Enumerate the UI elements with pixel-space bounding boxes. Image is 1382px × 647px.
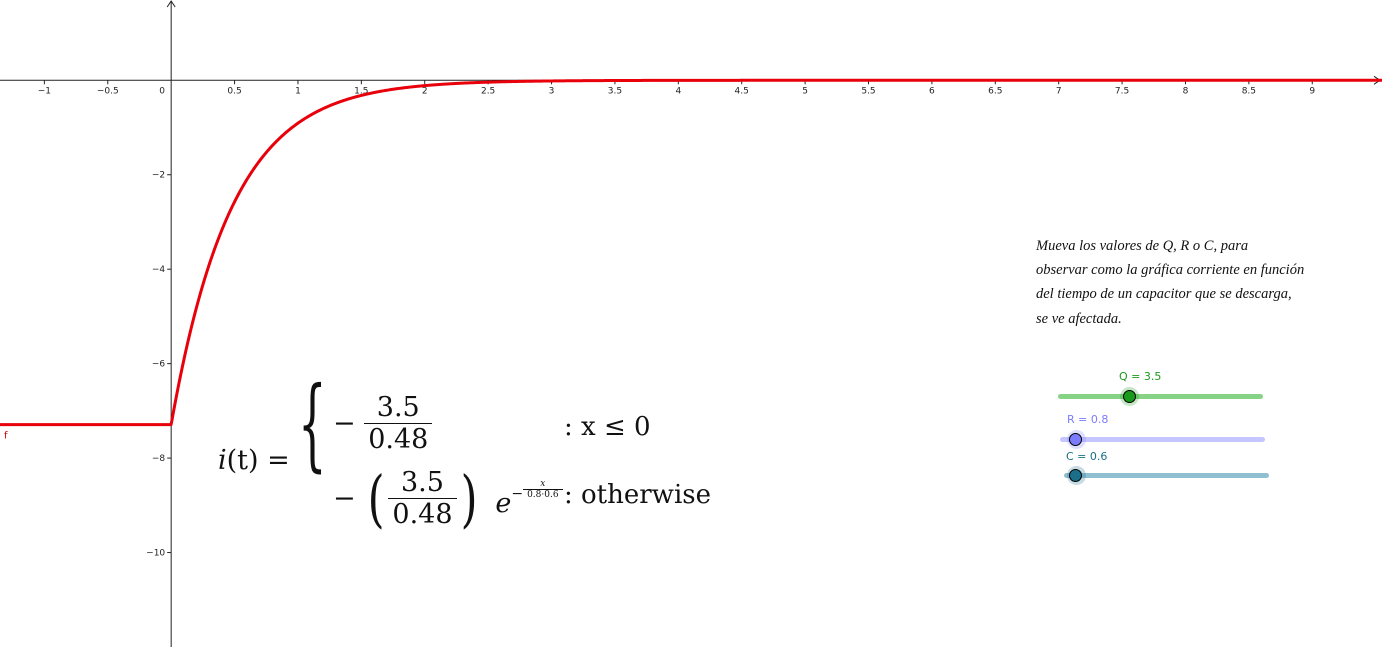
- exponent-numerator: x: [540, 478, 546, 489]
- x-tick-label: 5.5: [861, 86, 875, 96]
- x-tick-label: 4.5: [735, 86, 749, 96]
- case2-denominator: 0.48: [388, 498, 457, 530]
- x-tick-label: 7.5: [1115, 86, 1129, 96]
- y-tick-label: −2: [152, 171, 165, 181]
- case-1-condition: : x ≤ 0: [564, 412, 651, 442]
- slider-c[interactable]: C = 0.6: [1064, 450, 1269, 485]
- left-brace: {: [298, 365, 327, 482]
- slider-c-knob[interactable]: [1069, 468, 1083, 482]
- x-tick-label: 2.5: [481, 86, 495, 96]
- exponent-denominator: 0.8·0.6: [523, 488, 563, 500]
- x-tick-label: 6: [929, 86, 935, 96]
- function-label-f[interactable]: f: [4, 431, 8, 442]
- slider-c-label: C = 0.6: [1066, 450, 1108, 463]
- slider-r-track[interactable]: [1060, 437, 1265, 442]
- instruction-line: del tiempo de un capacitor que se descar…: [1036, 286, 1292, 303]
- case-1-expression: − 3.5 0.48: [333, 392, 433, 455]
- x-tick-label: 1: [295, 86, 301, 96]
- x-tick-label: −1: [38, 86, 51, 96]
- x-tick-label: 2: [422, 86, 428, 96]
- x-tick-label: 0.5: [227, 86, 241, 96]
- x-tick-label: 3.5: [608, 86, 622, 96]
- x-tick-label: −0.5: [97, 86, 119, 96]
- slider-q-knob[interactable]: [1122, 389, 1136, 403]
- formula-lhs: i(t) =: [218, 445, 290, 476]
- slider-q-label: Q = 3.5: [1119, 370, 1162, 383]
- curve-f: [0, 78, 1382, 427]
- x-tick-label: 5: [802, 86, 808, 96]
- y-tick-label: −4: [152, 265, 166, 275]
- slider-c-track[interactable]: [1064, 473, 1269, 478]
- case2-numerator: 3.5: [401, 467, 444, 498]
- x-tick-label: 9: [1309, 86, 1315, 96]
- x-tick-label: 3: [549, 86, 555, 96]
- instruction-line: observar como la gráfica corriente en fu…: [1036, 262, 1305, 279]
- instruction-line: se ve afectada.: [1036, 310, 1122, 327]
- x-tick-label: 4: [675, 86, 681, 96]
- slider-r[interactable]: R = 0.8: [1060, 413, 1265, 449]
- instruction-line: Mueva los valores de Q, R o C, para: [1036, 238, 1249, 254]
- x-tick-label: 8: [1183, 86, 1189, 96]
- x-tick-label: 7: [1056, 86, 1062, 96]
- slider-r-knob[interactable]: [1069, 432, 1083, 446]
- y-tick-label: −8: [152, 454, 166, 464]
- slider-q-track[interactable]: [1058, 394, 1263, 399]
- case1-numerator: 3.5: [376, 392, 420, 423]
- x-tick-label: 8.5: [1242, 86, 1256, 96]
- case-2-condition: : otherwise: [564, 480, 711, 510]
- case-2-expression: − (3.5 0.48) e− x 0.8·0.6: [333, 462, 563, 535]
- plot-curves: [0, 78, 1382, 427]
- x-tick-label: 6.5: [988, 86, 1002, 96]
- instructions-text: Mueva los valores de Q, R o C, para obse…: [1036, 234, 1356, 331]
- x-tick-label: 0: [159, 86, 165, 96]
- tick-marks: −1 −0.5 0 0.5 1 1.5 2 2.5 3 3.5 4 4.5 5 5.5 6 6.5 7 7.5 8 8…: [38, 80, 1315, 559]
- y-tick-label: −6: [152, 360, 166, 370]
- slider-q[interactable]: Q = 3.5: [1058, 370, 1263, 406]
- x-tick-label: 1.5: [354, 86, 368, 96]
- exponential-term: e− x 0.8·0.6: [495, 478, 563, 519]
- case1-denominator: 0.48: [364, 423, 433, 455]
- y-tick-label: −10: [146, 549, 165, 559]
- slider-r-label: R = 0.8: [1067, 413, 1109, 426]
- y-axis-arrow: [166, 0, 176, 8]
